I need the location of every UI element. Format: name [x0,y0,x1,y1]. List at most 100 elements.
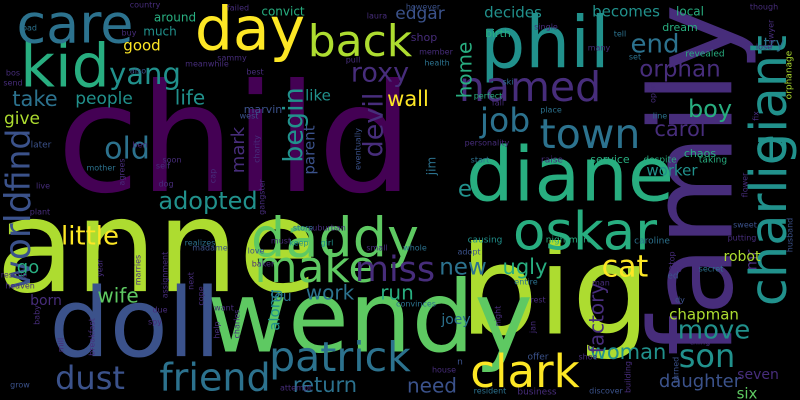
word-along: along [266,289,284,331]
word-find: find [0,129,38,192]
word-failed: failed [227,4,249,13]
word-eventually: eventually [354,128,363,170]
word-grow: grow [10,381,30,390]
word-laura: laura [367,12,387,21]
word-shop: shop [411,31,437,44]
word-keep: keep [289,239,308,248]
word-cat: cat [602,250,649,285]
word-woman: woman [590,340,667,364]
word-entire: entire [514,278,537,287]
word-mother: mother [86,164,116,173]
word-however: however [406,3,441,12]
word-oskar: oskar [513,202,657,263]
word-buy: buy [122,29,137,38]
word-dust: dust [55,359,125,397]
word-due: due [152,306,167,315]
word-son: son [679,337,736,375]
word-patrick: patrick [269,333,411,381]
word-bos: bos [6,69,20,78]
word-need: need [407,374,457,398]
word-charlie: charlie [740,134,799,306]
word-building: building [624,361,633,393]
word-discover: discover [589,387,623,396]
word-place: place [540,106,562,115]
word-worker: worker [646,162,698,180]
word-sammy: sammy [217,54,247,63]
word-man: man [592,279,610,288]
word-lou: lou [270,289,291,305]
word-suburban: suburban [308,224,346,233]
word-carol: carol [654,117,705,141]
word-city: city [669,264,684,273]
word-store: store [293,224,313,233]
word-orphanage: orphanage [785,50,795,99]
word-despite: despite [643,156,677,166]
word-self: self [156,162,170,171]
word-plant: plant [30,208,50,217]
word-chapman: chapman [669,306,739,324]
word-putting: putting [728,234,757,243]
word-child: child [57,53,413,227]
word-devil: devil [359,93,390,158]
word-line: line [653,112,668,121]
word-health: health [424,59,449,68]
word-whole: whole [403,244,427,253]
word-business: business [517,388,557,398]
word-cap: cap [209,169,218,183]
word-secret: secret [699,265,724,274]
word-causing: causing [468,236,503,246]
word-love: love [248,247,265,256]
word-want: want [214,304,234,313]
word-wife: wife [97,284,138,308]
word-n: n [457,358,463,368]
word-lose: lose [756,43,772,52]
word-give: give [4,109,40,129]
word-taking: taking [699,156,727,166]
word-gangster: gangster [258,178,267,214]
word-good: good [123,37,160,55]
word-move: move [678,316,751,346]
word-decides: decides [484,4,542,22]
word-world: world [0,190,39,289]
word-kid: kid [20,32,110,102]
word-spy: spy [148,318,162,327]
word-realizes: realizes [185,239,216,248]
word-care: care [16,0,133,56]
word-lawyer: lawyer [767,19,776,46]
word-baby: baby [33,305,42,325]
word-soon: soon [162,156,181,165]
word-friend: friend [159,356,270,400]
word-birth: birth [485,27,511,40]
word-wendy: wendy [207,260,533,375]
word-country: country [130,1,161,10]
word-robot: robot [724,249,761,265]
word-night: night [494,306,503,327]
word-agrees: agrees [118,158,127,185]
word-chaos: chaos [684,147,716,160]
word-live: live [36,182,50,191]
word-orphan: orphan [639,57,720,83]
word-anne: anne [0,172,318,322]
word-daughter: daughter [659,371,742,392]
word-raise: raise [541,156,563,166]
word-miss: miss [355,250,435,290]
word-convict: convict [261,5,305,19]
word-next: next [187,272,196,290]
word-sweet: sweet [733,221,757,230]
word-fall: fall [492,99,504,108]
word-life: life [175,86,205,110]
word-heaven: heaven [5,282,35,291]
word-revealed: revealed [685,50,724,60]
word-parent: parent [301,125,319,174]
word-perfect: perfect [474,92,503,101]
word-six: six [737,385,758,400]
word-ugly: ugly [503,255,548,279]
word-little: little [61,222,119,252]
word-daddy: daddy [251,207,419,270]
word-end: end [631,30,680,60]
word-baker: baker [252,260,275,269]
word-dream: dream [662,21,698,34]
word-offer: offer [528,353,549,363]
word-much: much [143,25,177,39]
word-stop: stop [668,251,677,268]
